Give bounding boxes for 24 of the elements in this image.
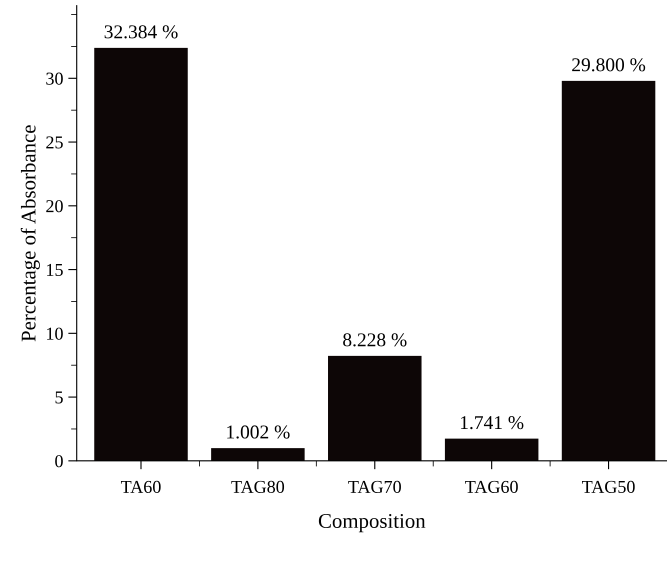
y-tick-label: 5 — [56, 392, 63, 404]
bar — [328, 356, 422, 461]
data-label: 32.384 % — [104, 25, 178, 38]
y-tick-label: 20 — [46, 200, 63, 212]
y-tick-label: 25 — [46, 136, 63, 148]
bar — [94, 48, 188, 461]
x-tick-label: TAG80 — [231, 480, 284, 493]
y-tick-label: 10 — [47, 328, 63, 340]
bar — [211, 448, 305, 461]
x-tick-label: TA60 — [120, 480, 161, 493]
x-tick-label: TAG50 — [582, 480, 635, 493]
bar — [444, 438, 538, 461]
y-tick-label: 30 — [46, 72, 63, 85]
y-tick-label: 15 — [47, 264, 63, 276]
x-axis-title: Composition — [318, 514, 426, 532]
data-label: 1.741 % — [460, 416, 524, 430]
y-axis-title: Percentage of Absorbance — [20, 125, 40, 342]
x-tick-label: TAG70 — [348, 480, 401, 493]
data-label: 8.228 % — [343, 333, 407, 346]
data-label: 29.800 % — [572, 58, 646, 72]
x-tick-label: TAG60 — [465, 480, 518, 493]
data-label: 1.002 % — [227, 425, 290, 439]
bar — [562, 80, 656, 461]
y-tick-label: 0 — [55, 455, 63, 468]
